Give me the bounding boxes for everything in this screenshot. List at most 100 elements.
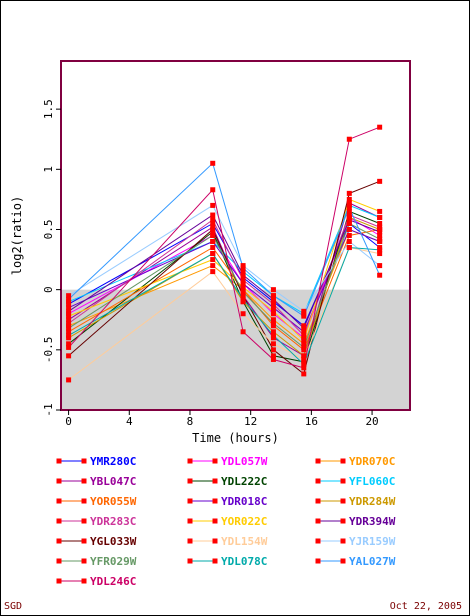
data-point (346, 205, 352, 211)
x-tick-label: 20 (365, 415, 378, 428)
legend-marker (56, 458, 62, 464)
legend-marker (81, 578, 87, 584)
data-point (210, 187, 216, 193)
data-point (66, 293, 72, 299)
legend-item-YDR018C: YDR018C (187, 495, 267, 508)
data-point (210, 202, 216, 208)
data-point (377, 272, 383, 278)
data-point (240, 296, 246, 302)
data-point (240, 281, 246, 287)
data-point (301, 344, 307, 350)
legend-marker (56, 578, 62, 584)
y-tick-label: -1 (42, 403, 55, 416)
data-point (270, 308, 276, 314)
data-point (270, 320, 276, 326)
data-point (66, 329, 72, 335)
data-point (301, 341, 307, 347)
legend-marker (187, 478, 193, 484)
data-point (210, 160, 216, 166)
y-tick-label: 0.5 (42, 220, 55, 240)
data-point (66, 377, 72, 383)
data-point (66, 325, 72, 331)
x-tick-label: 4 (126, 415, 133, 428)
data-point (346, 196, 352, 202)
legend-marker (315, 538, 321, 544)
data-point (66, 317, 72, 323)
legend-label: YOR055W (90, 495, 137, 508)
data-point (377, 208, 383, 214)
legend-item-YDL078C: YDL078C (187, 555, 267, 568)
data-point (210, 217, 216, 223)
data-point (377, 214, 383, 220)
data-point (240, 329, 246, 335)
data-point (377, 178, 383, 184)
legend-item-YOR022C: YOR022C (187, 515, 267, 528)
data-point (66, 320, 72, 326)
data-point (210, 233, 216, 238)
data-point (301, 308, 307, 314)
data-point (210, 239, 216, 245)
legend-label: YDR070C (349, 455, 395, 468)
data-point (240, 284, 246, 290)
data-point (270, 353, 276, 359)
y-tick-label: 1.5 (42, 99, 55, 119)
data-point (377, 236, 383, 242)
legend-item-YDR394W: YDR394W (315, 515, 396, 528)
legend-item-YDL222C: YDL222C (187, 475, 267, 488)
negative-region (61, 289, 410, 410)
data-point (301, 337, 307, 343)
legend-label: YMR280C (90, 455, 136, 468)
data-point (210, 226, 216, 232)
data-point (210, 257, 216, 263)
data-point (270, 305, 276, 311)
x-tick-label: 0 (65, 415, 72, 428)
legend-marker (187, 558, 193, 564)
data-point (270, 329, 276, 335)
data-point (66, 341, 72, 347)
data-point (346, 245, 352, 251)
y-tick-label: 1 (42, 166, 55, 173)
legend-label: YFL060C (349, 475, 395, 488)
legend-marker (187, 518, 193, 524)
data-point (346, 136, 352, 142)
plot-border (60, 60, 411, 411)
legend-label: YDL246C (90, 575, 136, 588)
data-point (210, 251, 216, 257)
data-point (66, 344, 72, 350)
legend-label: YDR018C (221, 495, 267, 508)
legend-marker (187, 458, 193, 464)
data-point (377, 224, 383, 230)
legend-marker (81, 458, 87, 464)
y-axis-label: log2(ratio) (10, 196, 24, 275)
data-point (301, 365, 307, 371)
legend-marker (315, 518, 321, 524)
legend-marker (212, 518, 218, 524)
legend-marker (315, 478, 321, 484)
data-point (346, 190, 352, 196)
data-point (270, 287, 276, 293)
legend-marker (56, 498, 62, 504)
legend-label: YGL033W (90, 535, 137, 548)
legend-item-YFR029W: YFR029W (56, 555, 137, 568)
legend-label: YAL027W (349, 555, 396, 568)
legend-item-YDR284W: YDR284W (315, 495, 396, 508)
legend-item-YOR055W: YOR055W (56, 495, 137, 508)
data-point (240, 293, 246, 299)
legend-label: YDR284W (349, 495, 396, 508)
legend-marker (340, 458, 346, 464)
data-point (346, 212, 352, 218)
data-point (301, 329, 307, 335)
data-point (240, 311, 246, 317)
legend-marker (340, 538, 346, 544)
legend-item-YBL047C: YBL047C (56, 475, 136, 488)
data-point (270, 347, 276, 353)
data-point (270, 317, 276, 323)
data-point (377, 124, 383, 130)
legend-marker (340, 498, 346, 504)
data-point (240, 269, 246, 275)
legend-marker (187, 538, 193, 544)
legend-label: YJR159W (349, 535, 396, 548)
data-point (66, 313, 72, 319)
legend-marker (56, 478, 62, 484)
data-point (346, 226, 352, 232)
